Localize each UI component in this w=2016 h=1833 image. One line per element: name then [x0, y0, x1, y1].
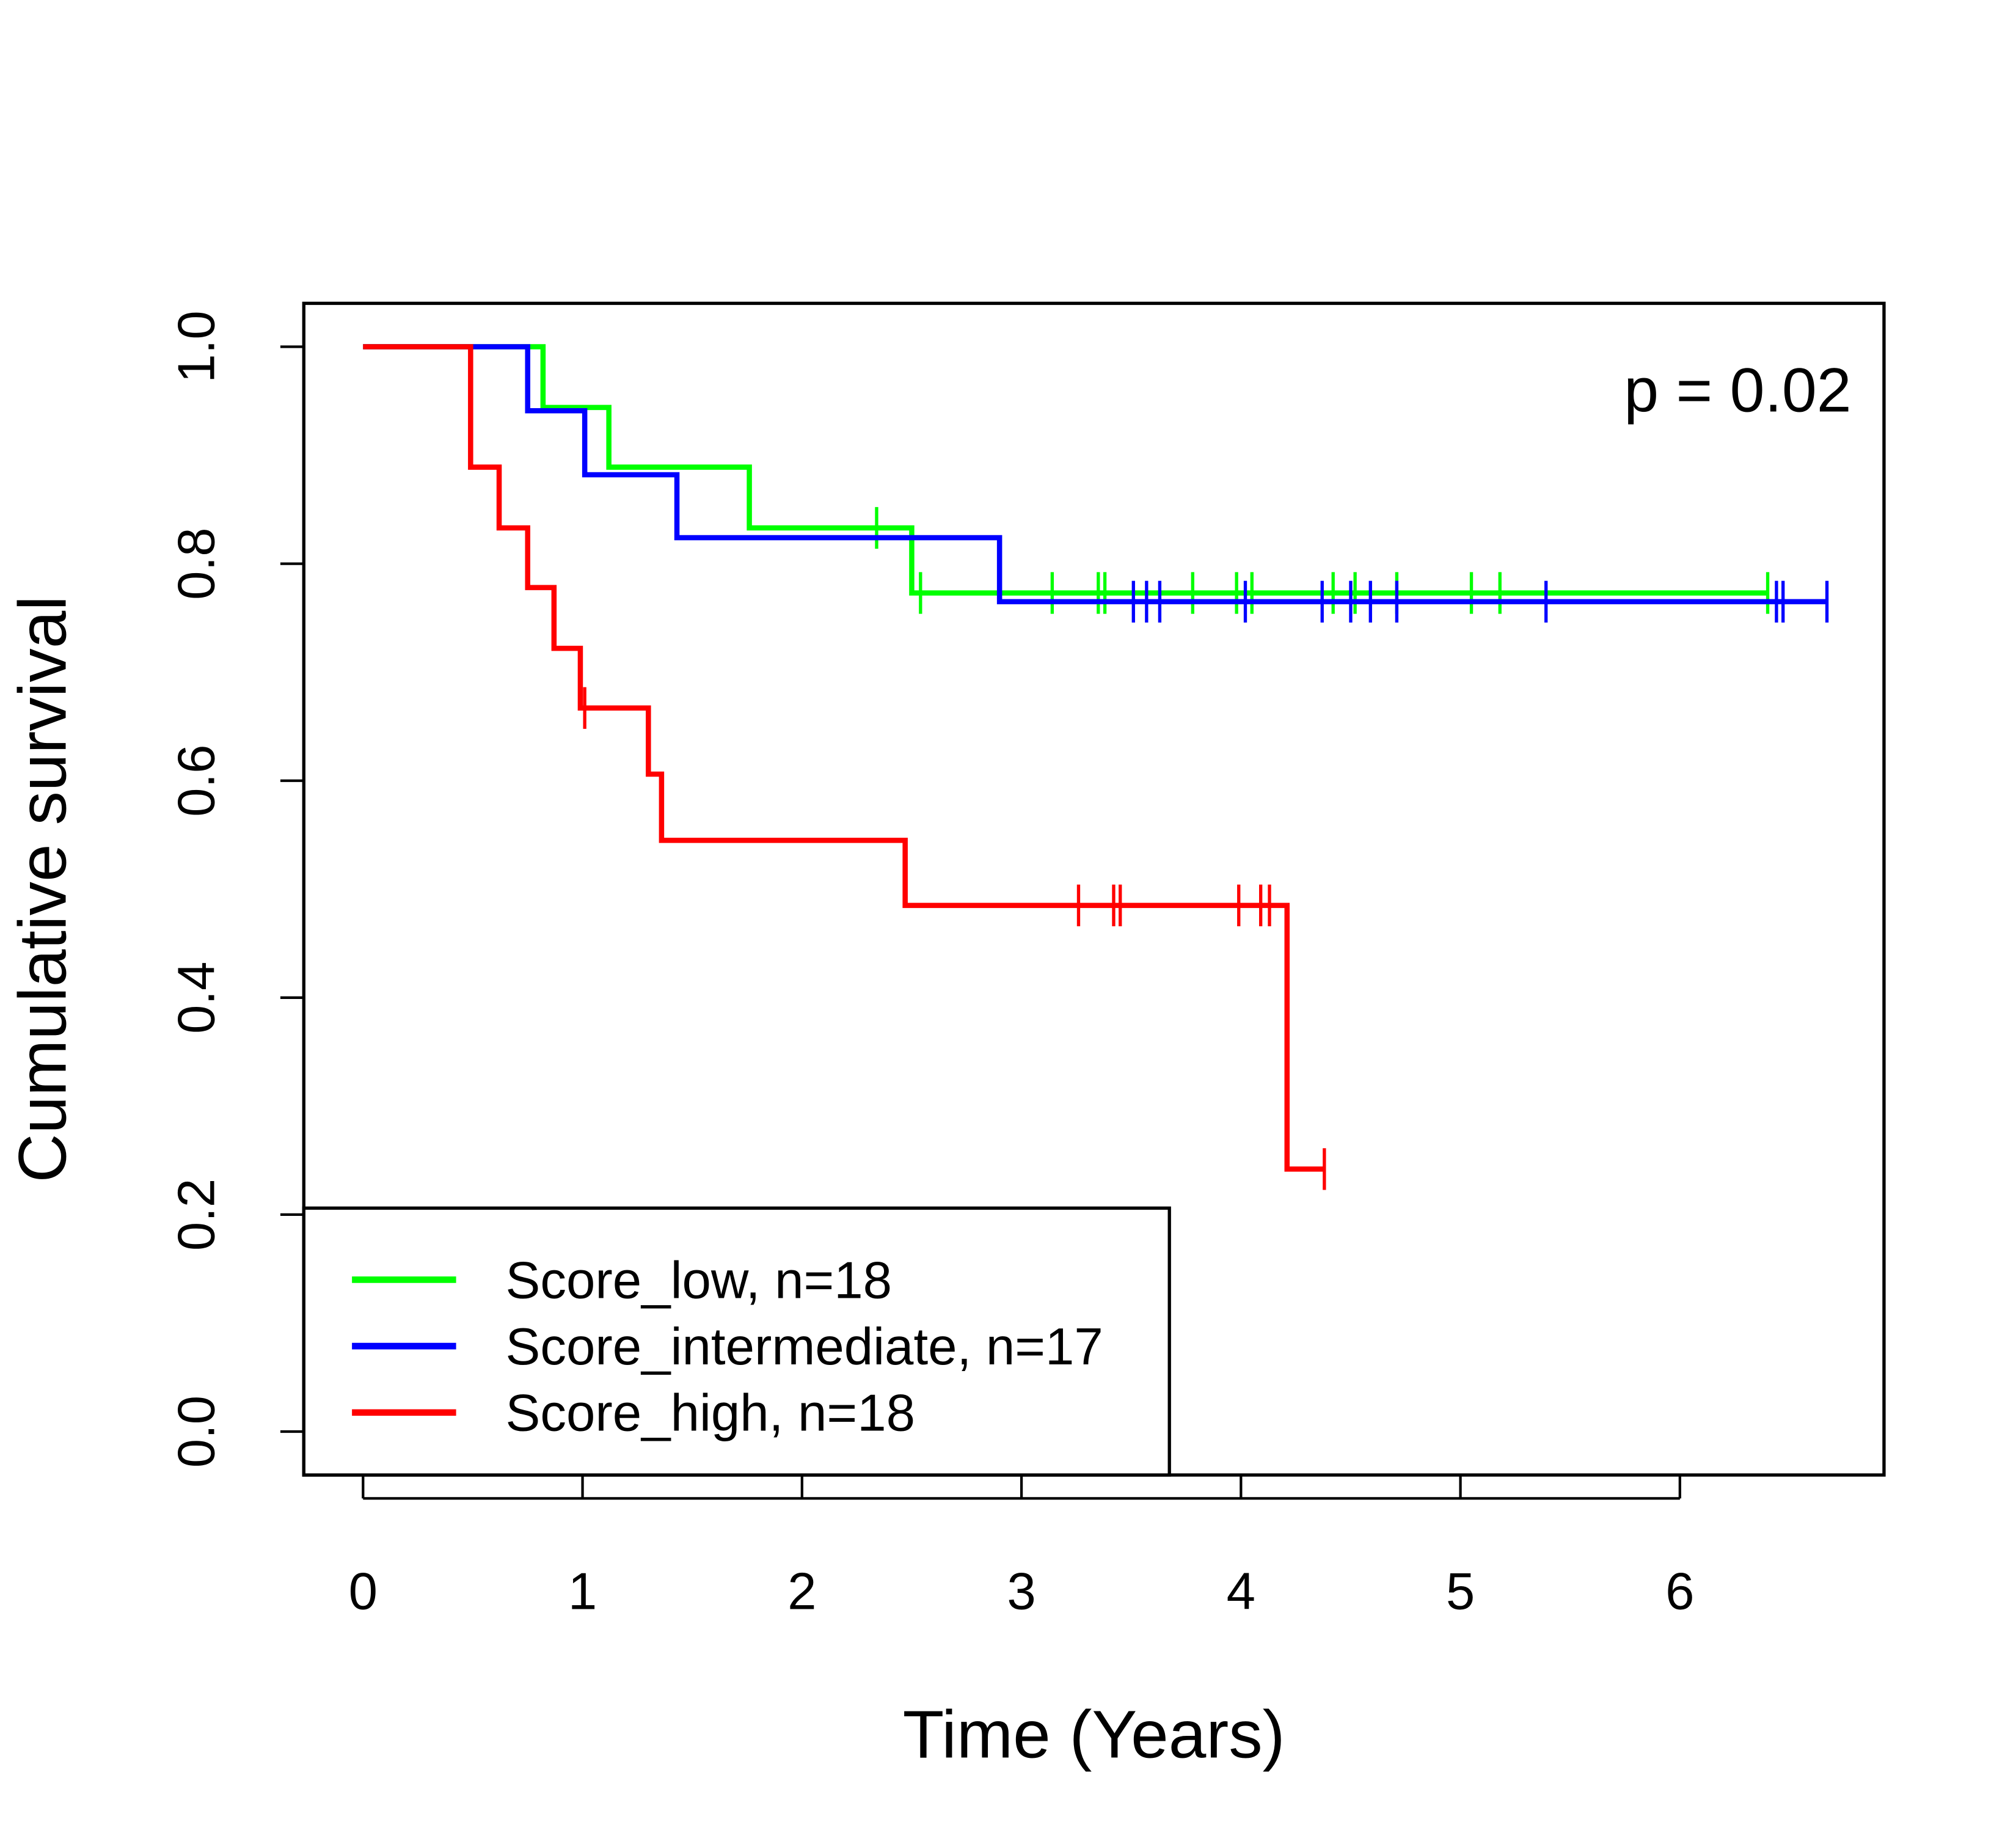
survival-line [363, 344, 1827, 604]
legend-box [302, 1206, 1171, 1477]
legend-label: Score_high, n=18 [506, 1385, 915, 1443]
legend-label: Score_intermediate, n=17 [506, 1318, 1103, 1376]
x-tick-label: 1 [568, 1563, 597, 1621]
y-tick-label: 0.8 [167, 527, 225, 599]
x-tick-label: 5 [1446, 1563, 1475, 1621]
y-tick-label: 0.2 [167, 1179, 225, 1251]
y-tick-label: 0.0 [167, 1396, 225, 1468]
y-axis-title: Cumulative survival [5, 596, 80, 1182]
y-tick-label: 0.4 [167, 962, 225, 1034]
legend-label: Score_low, n=18 [506, 1251, 892, 1309]
survival-curve [363, 344, 1829, 623]
y-tick-label: 0.6 [167, 744, 225, 816]
x-tick-label: 4 [1227, 1563, 1255, 1621]
x-tick-label: 0 [349, 1563, 378, 1621]
y-tick-label: 1.0 [167, 310, 225, 382]
x-axis-title: Time (Years) [903, 1697, 1285, 1772]
x-tick-label: 2 [787, 1563, 816, 1621]
p-value: p = 0.02 [1624, 354, 1851, 425]
survival-curve [363, 344, 1326, 1190]
x-tick-label: 3 [1007, 1563, 1035, 1621]
legend: Score_low, n=18 Score_intermediate, n=17 S… [302, 1206, 1171, 1477]
survival-line [363, 344, 1324, 1172]
x-tick-label: 6 [1665, 1563, 1694, 1621]
survival-line [363, 344, 1768, 596]
